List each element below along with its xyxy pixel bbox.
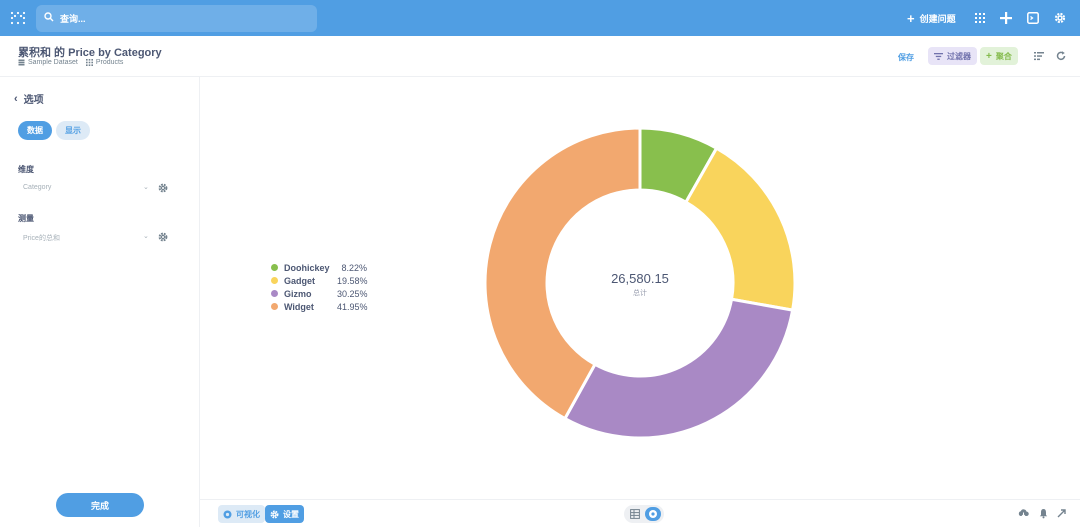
gear-icon[interactable]	[158, 232, 168, 242]
refresh-icon[interactable]	[1056, 51, 1066, 61]
legend-label: Doohickey	[284, 262, 330, 273]
pie-slice-widget[interactable]	[483, 126, 642, 421]
legend-label: Gizmo	[284, 288, 312, 299]
legend-label: Gadget	[284, 275, 316, 286]
legend-percent: 30.25%	[337, 288, 368, 299]
download-icon[interactable]	[1018, 508, 1029, 519]
measure-value: Price的总和	[23, 235, 60, 242]
plus-icon: +	[907, 10, 915, 26]
legend-swatch	[271, 277, 278, 284]
pie-icon	[649, 510, 657, 518]
summarize-label: 聚合	[995, 51, 1012, 61]
filter-button[interactable]: 过滤器	[928, 47, 977, 65]
top-nav: 查询... + 创建问题	[0, 0, 1080, 36]
view-toggle[interactable]	[624, 505, 664, 523]
dimension-label: 维度	[18, 165, 34, 174]
notebook-editor-icon[interactable]	[1034, 51, 1044, 61]
chevron-down-icon: ⌄	[143, 184, 149, 191]
dimension-select[interactable]: Category ⌄	[23, 184, 153, 191]
tab-display[interactable]: 显示	[56, 121, 90, 140]
chevron-down-icon: ⌄	[143, 233, 149, 240]
database-icon	[18, 59, 25, 66]
legend-label: Widget	[284, 301, 314, 312]
breadcrumb-database[interactable]: Sample Dataset	[28, 59, 78, 66]
legend-swatch	[271, 303, 278, 310]
chart-icon	[223, 510, 232, 518]
chart-legend: Doohickey 8.22% Gadget 19.58% Gizmo 30.25% Wid…	[271, 261, 368, 313]
tab-data[interactable]: 数据	[18, 121, 52, 140]
summarize-button[interactable]: + 聚合	[980, 47, 1018, 65]
dimension-value: Category	[23, 184, 52, 191]
bell-icon[interactable]	[1038, 508, 1049, 519]
visualize-button[interactable]: 可视化	[218, 505, 265, 523]
legend-percent: 8.22%	[341, 262, 367, 273]
chart-view-toggle[interactable]	[645, 507, 661, 521]
new-question-button[interactable]: + 创建问题	[907, 12, 956, 25]
visualize-label: 可视化	[236, 509, 260, 519]
legend-swatch	[271, 264, 278, 271]
breadcrumb-table[interactable]: Products	[95, 59, 124, 66]
gear-icon[interactable]	[1054, 12, 1066, 24]
pie-slice-gizmo[interactable]	[562, 297, 795, 440]
table-icon	[85, 59, 93, 66]
breadcrumb: Sample Dataset Products	[18, 59, 123, 66]
measure-label: 测量	[18, 214, 34, 223]
footer-bar: 可视化 设置	[200, 499, 1080, 527]
measure-select[interactable]: Price的总和 ⌄	[23, 233, 153, 243]
settings-button[interactable]: 设置	[265, 505, 304, 523]
filter-label: 过滤器	[947, 51, 971, 61]
legend-percent: 41.95%	[337, 301, 368, 312]
back-button[interactable]: ‹ 选项	[14, 91, 44, 107]
page-title[interactable]: 累积和 的 Price by Category	[18, 47, 162, 59]
legend-item[interactable]: Gadget 19.58%	[271, 274, 368, 287]
chart-settings-sidebar: ‹ 选项 数据 显示 维度 Category ⌄ 测量 Price的总和 ⌄ 完…	[0, 77, 200, 527]
chart-total-label: 总计	[633, 288, 647, 297]
legend-item[interactable]: Widget 41.95%	[271, 300, 368, 313]
legend-item[interactable]: Doohickey 8.22%	[271, 261, 367, 274]
sql-editor-icon[interactable]	[1027, 12, 1039, 24]
question-header: 累积和 的 Price by Category Sample Dataset P…	[0, 36, 1080, 77]
legend-item[interactable]: Gizmo 30.25%	[271, 287, 368, 300]
grid-icon[interactable]	[974, 12, 986, 24]
settings-label: 设置	[283, 509, 299, 519]
chart-total-value: 26,580.15	[611, 271, 669, 286]
back-label: 选项	[23, 95, 44, 106]
pie-slice-gadget[interactable]	[683, 146, 797, 312]
search-icon	[44, 12, 54, 22]
new-question-label: 创建问题	[919, 14, 956, 24]
chevron-left-icon: ‹	[14, 92, 18, 105]
gear-icon[interactable]	[158, 183, 168, 193]
search-placeholder: 查询...	[60, 14, 86, 24]
metabase-logo-icon[interactable]	[10, 11, 26, 25]
done-button[interactable]: 完成	[56, 493, 144, 517]
save-button[interactable]: 保存	[898, 53, 914, 62]
donut-chart: 26,580.15 总计	[483, 126, 797, 440]
expand-icon[interactable]	[1056, 508, 1067, 519]
legend-swatch	[271, 290, 278, 297]
filter-icon	[934, 52, 943, 60]
gear-icon	[270, 510, 279, 518]
chart-area: Doohickey 8.22% Gadget 19.58% Gizmo 30.25% Wid…	[200, 77, 1080, 499]
add-icon[interactable]	[1000, 12, 1012, 24]
legend-percent: 19.58%	[337, 275, 368, 286]
table-icon[interactable]	[630, 509, 640, 519]
search-bar[interactable]: 查询...	[36, 5, 317, 32]
plus-icon: +	[986, 50, 992, 62]
